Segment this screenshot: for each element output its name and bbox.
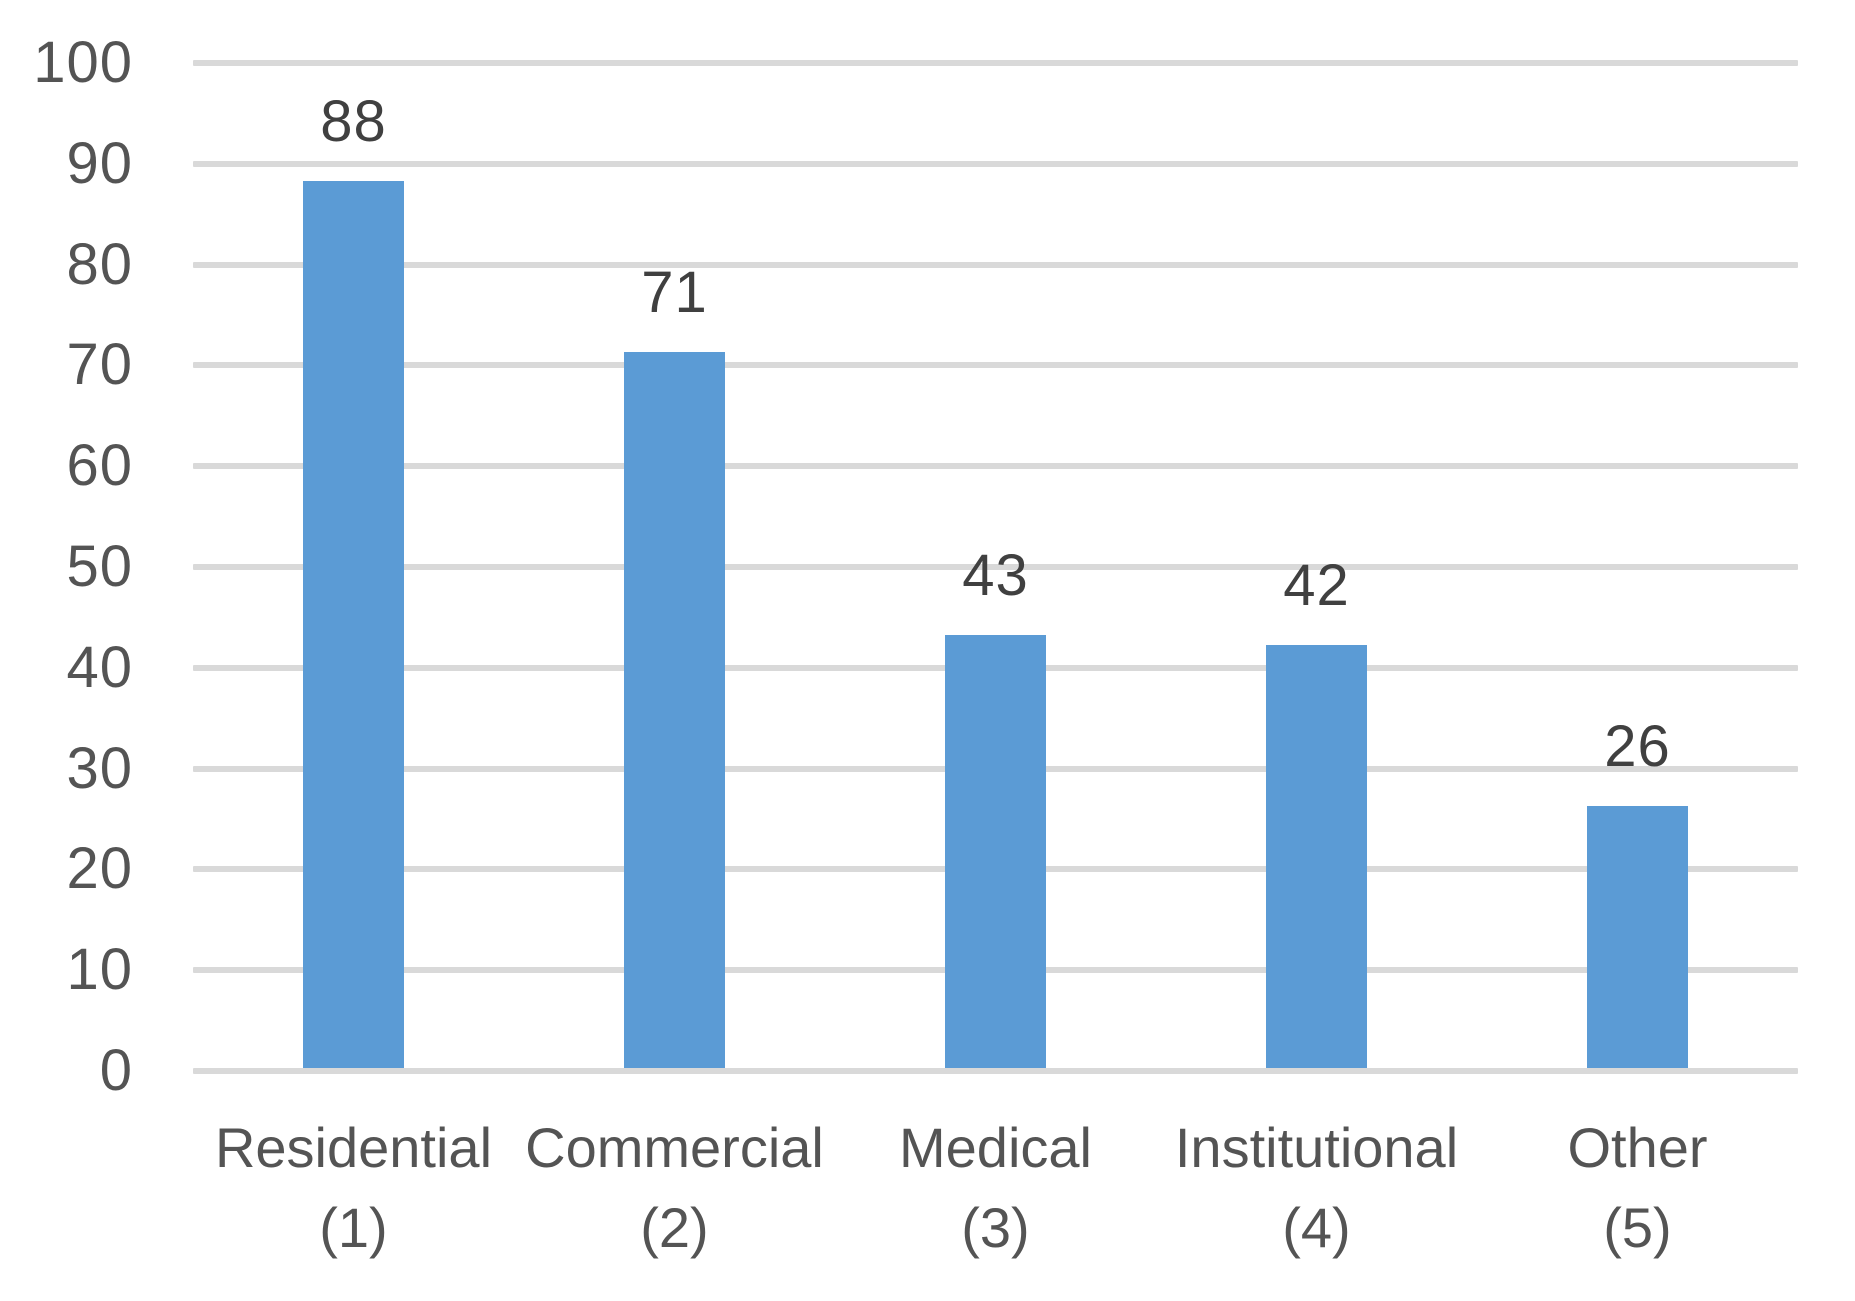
y-tick-label-70: 70 — [66, 332, 133, 398]
y-tick-label-60: 60 — [66, 433, 133, 499]
bar-medical — [945, 635, 1046, 1068]
gridline-y-80 — [193, 261, 1798, 268]
data-label-other: 26 — [1604, 714, 1671, 779]
category-index: (3) — [961, 1196, 1030, 1259]
y-axis-tick-labels: 0 10 20 30 40 50 60 70 80 90 100 — [0, 0, 133, 1301]
category-name: Other — [1567, 1116, 1708, 1179]
y-tick-label-30: 30 — [66, 735, 133, 801]
gridline-y-60 — [193, 463, 1798, 470]
category-index: (4) — [1282, 1196, 1351, 1259]
y-tick-label-80: 80 — [66, 231, 133, 297]
category-label-residential: Residential (1) — [174, 1108, 534, 1268]
data-label-institutional: 42 — [1283, 553, 1350, 618]
y-tick-label-100: 100 — [33, 30, 133, 95]
y-tick-label-20: 20 — [66, 836, 133, 902]
y-tick-label-40: 40 — [66, 634, 133, 700]
plot-area: 88 71 43 42 26 — [193, 60, 1798, 1074]
gridline-y-70 — [193, 362, 1798, 369]
category-name: Commercial — [525, 1116, 824, 1179]
gridline-y-0 — [193, 1068, 1798, 1074]
y-tick-label-50: 50 — [66, 534, 133, 599]
category-name: Institutional — [1174, 1116, 1459, 1179]
y-tick-label-10: 10 — [66, 937, 133, 1003]
bar-residential — [303, 181, 404, 1068]
category-label-commercial: Commercial (2) — [495, 1108, 855, 1268]
y-tick-label-90: 90 — [66, 130, 133, 196]
category-index: (2) — [640, 1196, 709, 1259]
data-label-residential: 88 — [320, 89, 387, 154]
bar-commercial — [624, 352, 725, 1068]
x-axis-category-labels: Residential (1) Commercial (2) Medical (3) Ins… — [193, 1108, 1798, 1288]
data-label-medical: 43 — [962, 543, 1029, 608]
category-name: Medical — [899, 1116, 1092, 1179]
gridline-y-90 — [193, 160, 1798, 167]
category-label-medical: Medical (3) — [816, 1108, 1176, 1268]
category-index: (5) — [1603, 1196, 1672, 1259]
category-index: (1) — [319, 1196, 388, 1259]
y-tick-label-0: 0 — [99, 1038, 133, 1103]
category-label-other: Other (5) — [1458, 1108, 1818, 1268]
category-label-institutional: Institutional (4) — [1137, 1108, 1497, 1268]
gridline-y-50 — [193, 564, 1798, 570]
gridline-y-100 — [193, 60, 1798, 66]
category-name: Residential — [214, 1116, 493, 1179]
bar-institutional — [1266, 645, 1367, 1068]
bar-other — [1587, 806, 1688, 1068]
data-label-commercial: 71 — [641, 260, 708, 325]
